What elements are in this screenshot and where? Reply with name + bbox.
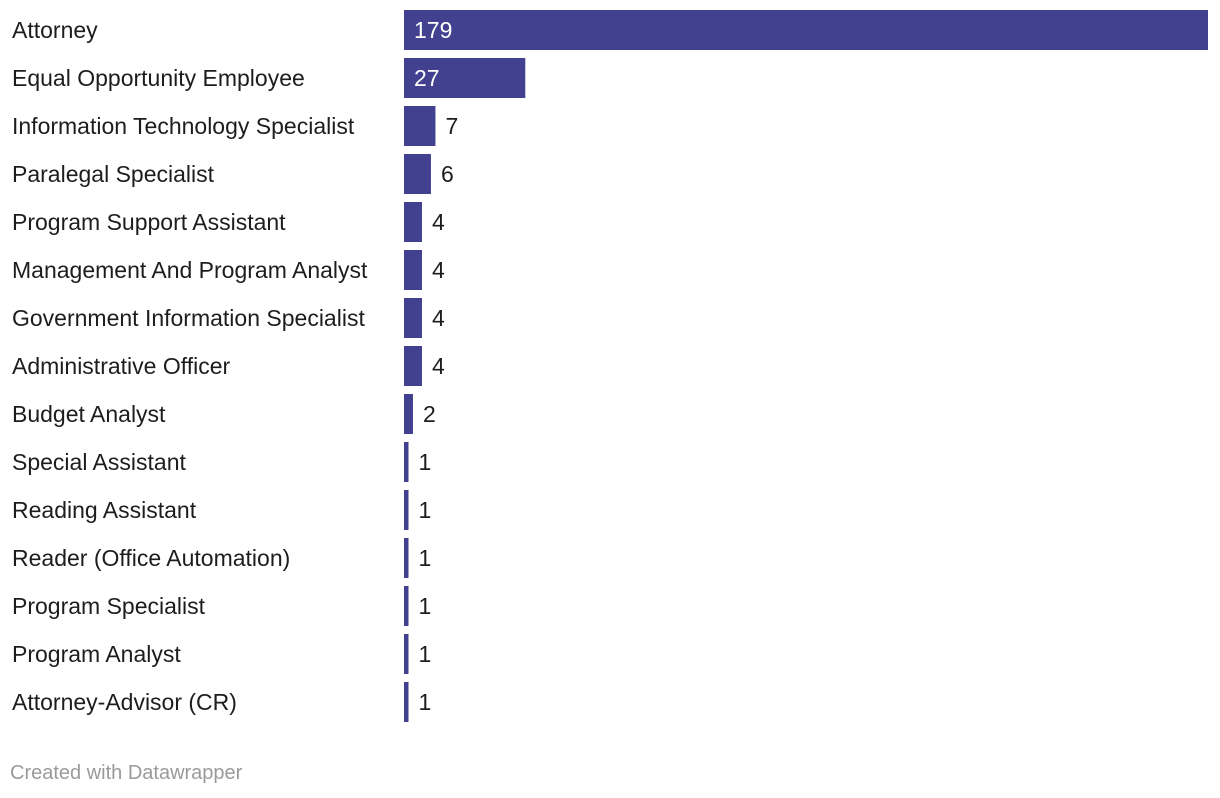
category-label: Paralegal Specialist: [12, 161, 215, 187]
value-label: 1: [418, 593, 431, 619]
category-label: Management And Program Analyst: [12, 257, 368, 283]
bar-row: Management And Program Analyst 4: [12, 250, 445, 290]
value-label: 6: [441, 161, 454, 187]
category-label: Reader (Office Automation): [12, 545, 290, 571]
bar-row: Administrative Officer 4: [12, 346, 445, 386]
bar-row: Attorney 179: [12, 10, 1208, 50]
category-label: Program Analyst: [12, 641, 181, 667]
bar: [404, 490, 409, 530]
category-label: Attorney: [12, 17, 98, 43]
value-label: 2: [423, 401, 436, 427]
value-label: 4: [432, 209, 445, 235]
category-label: Equal Opportunity Employee: [12, 65, 305, 91]
bar-row: Special Assistant 1: [12, 442, 431, 482]
category-label: Attorney-Advisor (CR): [12, 689, 237, 715]
bar: [404, 346, 422, 386]
bar: [404, 154, 431, 194]
bar-row: Reader (Office Automation) 1: [12, 538, 431, 578]
bar: [404, 250, 422, 290]
category-label: Reading Assistant: [12, 497, 197, 523]
value-label: 1: [418, 641, 431, 667]
category-label: Program Specialist: [12, 593, 206, 619]
value-label: 7: [445, 113, 458, 139]
bar-row: Equal Opportunity Employee 27: [12, 58, 526, 98]
bar-row: Budget Analyst 2: [12, 394, 436, 434]
bar: [404, 394, 413, 434]
category-label: Government Information Specialist: [12, 305, 365, 331]
bar-row: Government Information Specialist 4: [12, 298, 445, 338]
value-label: 27: [414, 65, 440, 91]
datawrapper-credit: Created with Datawrapper: [10, 762, 243, 784]
value-label: 1: [418, 497, 431, 523]
value-label: 179: [414, 17, 452, 43]
bar: [404, 682, 409, 722]
bar-row: Paralegal Specialist 6: [12, 154, 454, 194]
category-label: Administrative Officer: [12, 353, 230, 379]
bar: [404, 586, 409, 626]
value-label: 1: [418, 545, 431, 571]
value-label: 4: [432, 353, 445, 379]
bar-row: Program Specialist 1: [12, 586, 431, 626]
bar-row: Program Analyst 1: [12, 634, 431, 674]
bar-row: Attorney-Advisor (CR) 1: [12, 682, 431, 722]
bar: [404, 202, 422, 242]
value-label: 1: [418, 449, 431, 475]
value-label: 4: [432, 257, 445, 283]
bar: [404, 298, 422, 338]
category-label: Program Support Assistant: [12, 209, 286, 235]
bar: [404, 634, 409, 674]
bar: [404, 106, 436, 146]
category-label: Information Technology Specialist: [12, 113, 355, 139]
bar-row: Program Support Assistant 4: [12, 202, 445, 242]
value-label: 4: [432, 305, 445, 331]
bar: [404, 10, 1208, 50]
bar: [404, 538, 409, 578]
category-label: Budget Analyst: [12, 401, 166, 427]
bar-row: Reading Assistant 1: [12, 490, 431, 530]
bar: [404, 442, 409, 482]
bar-row: Information Technology Specialist 7: [12, 106, 458, 146]
bar: [404, 58, 526, 98]
category-label: Special Assistant: [12, 449, 186, 475]
value-label: 1: [418, 689, 431, 715]
